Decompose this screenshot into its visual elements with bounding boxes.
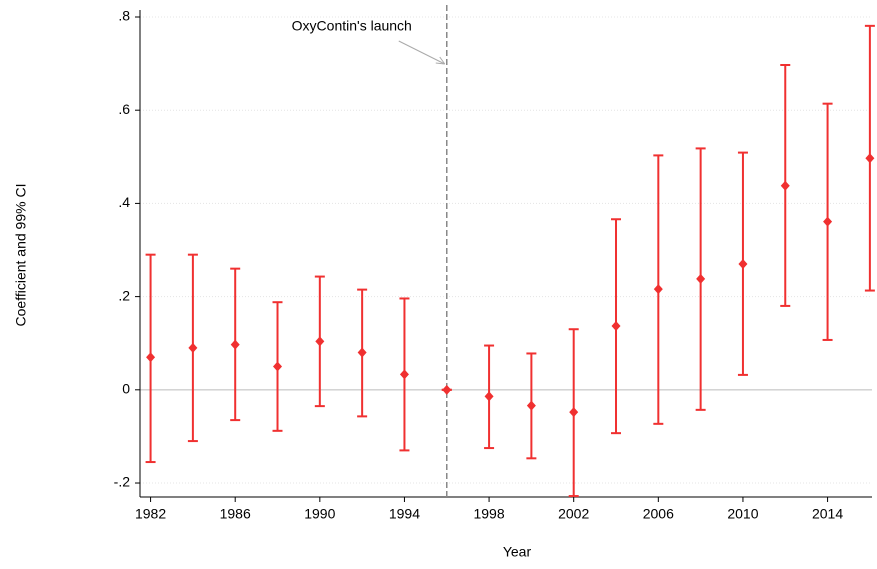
point	[611, 320, 621, 331]
point	[569, 407, 579, 418]
point	[146, 352, 156, 363]
point	[273, 361, 283, 372]
x-axis-title: Year	[503, 544, 532, 560]
point	[653, 284, 663, 295]
point	[315, 336, 325, 347]
point	[188, 342, 198, 353]
x-tick-label: 1990	[304, 506, 335, 522]
point	[442, 384, 452, 395]
point	[357, 347, 367, 358]
y-tick-label: 0	[122, 381, 130, 397]
x-tick-label: 1994	[389, 506, 420, 522]
y-tick-label: -.2	[114, 474, 131, 490]
point	[823, 216, 833, 227]
point	[484, 391, 494, 402]
point	[399, 369, 409, 380]
x-tick-label: 2006	[643, 506, 674, 522]
x-tick-label: 1986	[220, 506, 251, 522]
point	[696, 273, 706, 284]
y-tick-label: .4	[118, 194, 130, 210]
annotation: OxyContin's launch	[292, 18, 412, 34]
y-tick-label: .8	[118, 8, 130, 24]
point	[230, 339, 240, 350]
x-tick-label: 1982	[135, 506, 166, 522]
annotation-arrowhead	[435, 56, 446, 65]
y-tick-label: .6	[118, 101, 130, 117]
y-axis-title: Coefficient and 99% CI	[13, 184, 29, 327]
point	[738, 258, 748, 269]
y-tick-label: .2	[118, 287, 130, 303]
point	[780, 180, 790, 191]
point	[865, 153, 875, 164]
annotation-arrow	[398, 40, 445, 65]
x-tick-label: 2010	[727, 506, 758, 522]
point	[526, 400, 536, 411]
x-tick-label: 2002	[558, 506, 589, 522]
x-tick-label: 2014	[812, 506, 843, 522]
x-tick-label: 1998	[473, 506, 504, 522]
